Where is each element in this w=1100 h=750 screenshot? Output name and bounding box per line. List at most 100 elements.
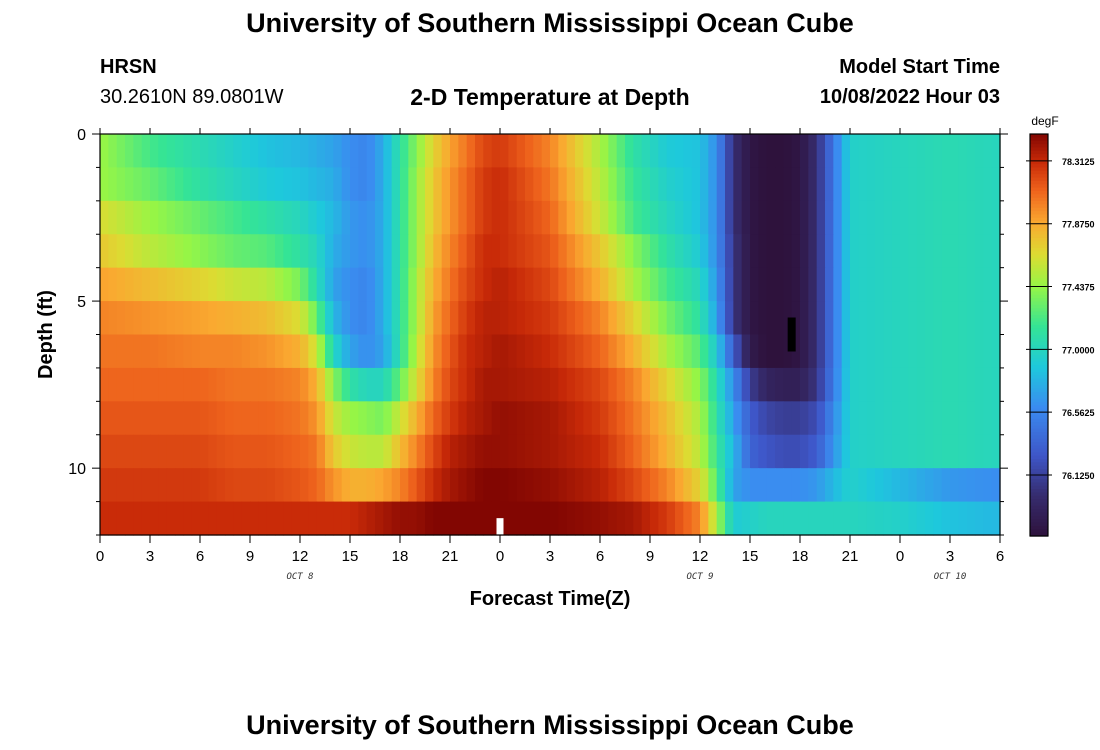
heatmap-cell	[641, 167, 651, 202]
heatmap-cell	[916, 501, 926, 536]
y-tick-label: 5	[77, 294, 86, 311]
colorbar-band	[1030, 174, 1048, 179]
heatmap-cell	[133, 167, 143, 202]
heatmap-cell	[783, 167, 793, 202]
heatmap-cell	[275, 267, 284, 302]
heatmap-cell	[525, 167, 534, 202]
heatmap-cell	[191, 134, 201, 169]
heatmap-cell	[700, 367, 709, 402]
heatmap-cell	[283, 267, 293, 302]
heatmap-cell	[875, 468, 884, 503]
heatmap-cell	[250, 468, 259, 503]
heatmap-cell	[283, 501, 293, 536]
heatmap-cell	[258, 334, 268, 369]
heatmap-cell	[758, 501, 768, 536]
x-axis-label: Forecast Time(Z)	[470, 588, 631, 610]
heatmap-cell	[883, 167, 893, 202]
heatmap-cell	[550, 367, 559, 402]
heatmap-cell	[483, 501, 493, 536]
heatmap-cell	[483, 468, 493, 503]
heatmap-cell	[725, 334, 734, 369]
colorbar-band	[1030, 479, 1048, 483]
heatmap-cell	[758, 200, 768, 235]
heatmap-cell	[508, 501, 518, 536]
heatmap-cell	[266, 134, 276, 169]
heatmap-cell	[991, 334, 1001, 369]
y-tick-label: 0	[77, 127, 86, 144]
heatmap-cell	[641, 301, 651, 336]
heatmap-cell	[291, 301, 301, 336]
heatmap-cell	[375, 468, 384, 503]
heatmap-cell	[450, 334, 459, 369]
heatmap-cell	[883, 501, 893, 536]
heatmap-cell	[133, 334, 143, 369]
heatmap-cell	[500, 267, 509, 302]
heatmap-cell	[366, 267, 376, 302]
heatmap-cell	[641, 501, 651, 536]
heatmap-cell	[333, 301, 343, 336]
heatmap-cell	[541, 200, 551, 235]
heatmap-cell	[683, 401, 693, 436]
heatmap-cell	[675, 334, 684, 369]
x-tick-label: 21	[442, 548, 459, 565]
colorbar-band	[1030, 318, 1048, 323]
heatmap-cell	[908, 468, 918, 503]
heatmap-cell	[241, 334, 251, 369]
data-marker	[787, 317, 796, 352]
heatmap-cell	[391, 134, 401, 169]
heatmap-cell	[425, 200, 434, 235]
heatmap-cell	[825, 301, 834, 336]
heatmap-cell	[733, 267, 743, 302]
heatmap-cell	[808, 200, 818, 235]
heatmap-cell	[141, 167, 151, 202]
heatmap-cell	[875, 134, 884, 169]
heatmap-cell	[366, 200, 376, 235]
heatmap-cell	[783, 234, 793, 269]
heatmap-cell	[841, 501, 851, 536]
heatmap-cell	[241, 267, 251, 302]
heatmap-cell	[908, 434, 918, 469]
x-tick-label: 12	[692, 548, 709, 565]
heatmap-cell	[383, 501, 393, 536]
heatmap-cell	[216, 267, 226, 302]
heatmap-cell	[933, 468, 943, 503]
heatmap-cell	[283, 200, 293, 235]
heatmap-cell	[700, 200, 709, 235]
heatmap-cell	[491, 468, 501, 503]
heatmap-cell	[741, 434, 751, 469]
heatmap-cell	[883, 234, 893, 269]
colorbar-band	[1030, 358, 1048, 363]
heatmap-cell	[600, 401, 609, 436]
heatmap-cell	[716, 367, 726, 402]
heatmap-cell	[400, 468, 409, 503]
heatmap-cell	[891, 367, 901, 402]
heatmap-cell	[166, 367, 176, 402]
heatmap-cell	[908, 501, 918, 536]
heatmap-cell	[866, 434, 876, 469]
heatmap-cell	[933, 200, 943, 235]
heatmap-cell	[775, 234, 784, 269]
heatmap-cell	[541, 134, 551, 169]
heatmap-cell	[300, 334, 309, 369]
heatmap-cell	[808, 301, 818, 336]
heatmap-cell	[841, 167, 851, 202]
colorbar-tick-label: 76.1250	[1062, 471, 1095, 481]
heatmap-cell	[233, 200, 243, 235]
heatmap-cell	[333, 468, 343, 503]
heatmap-cell	[450, 134, 459, 169]
heatmap-cell	[550, 167, 559, 202]
heatmap-cell	[333, 167, 343, 202]
heatmap-cell	[458, 401, 468, 436]
heatmap-cell	[900, 200, 909, 235]
heatmap-cell	[633, 367, 643, 402]
heatmap-cell	[975, 367, 984, 402]
heatmap-cell	[150, 134, 159, 169]
heatmap-cell	[200, 434, 209, 469]
heatmap-cell	[991, 200, 1001, 235]
heatmap-cell	[891, 334, 901, 369]
heatmap-cell	[366, 134, 376, 169]
heatmap-cell	[741, 367, 751, 402]
heatmap-cell	[825, 468, 834, 503]
heatmap-cell	[408, 267, 418, 302]
heatmap-cell	[358, 367, 368, 402]
